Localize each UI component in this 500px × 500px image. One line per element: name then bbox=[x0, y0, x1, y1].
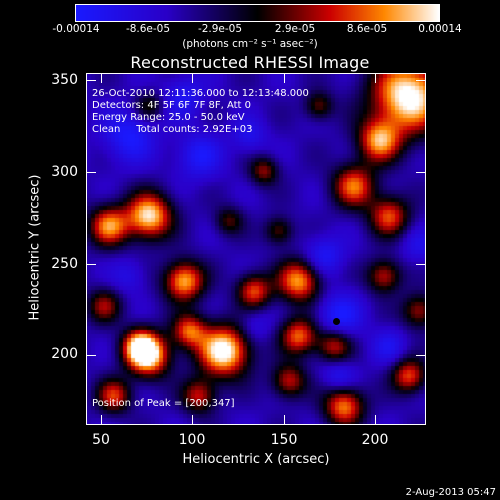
y-tick-label: 250 bbox=[51, 256, 78, 272]
y-axis-label: Heliocentric Y (arcsec) bbox=[27, 174, 43, 321]
color-bar bbox=[75, 4, 440, 22]
colorbar-tick-label: -8.6e-05 bbox=[125, 23, 171, 35]
y-tick bbox=[86, 80, 96, 81]
y-tick-label: 200 bbox=[51, 346, 78, 362]
colorbar-tick-label: 0.00014 bbox=[418, 23, 462, 35]
colorbar-tick-label: -0.00014 bbox=[52, 23, 100, 35]
peak-position-text: Position of Peak = [200,347] bbox=[92, 398, 235, 409]
y-tick bbox=[86, 264, 96, 265]
colorbar-units: (photons cm⁻² s⁻¹ asec⁻²) bbox=[182, 38, 318, 50]
y-tick bbox=[86, 172, 96, 173]
x-tick bbox=[101, 415, 102, 425]
colorbar-tick-label: 2.9e-05 bbox=[274, 23, 316, 35]
clean-counts-text: Clean Total counts: 2.92E+03 bbox=[92, 124, 253, 135]
colorbar-tick-label: -2.9e-05 bbox=[197, 23, 243, 35]
plot-title: Reconstructed RHESSI Image bbox=[130, 53, 370, 72]
x-tick-label: 100 bbox=[178, 432, 206, 448]
y-tick-label: 350 bbox=[51, 72, 78, 88]
x-tick-top bbox=[284, 73, 285, 83]
x-tick bbox=[375, 415, 376, 425]
x-tick-label: 200 bbox=[361, 432, 389, 448]
time-range-text: 26-Oct-2010 12:11:36.000 to 12:13:48.000 bbox=[92, 88, 309, 99]
y-tick-right bbox=[416, 355, 426, 356]
colorbar-tick-label: 8.6e-05 bbox=[346, 23, 388, 35]
x-axis-label: Heliocentric X (arcsec) bbox=[182, 452, 330, 467]
peak-marker-icon bbox=[333, 318, 340, 325]
date-stamp: 2-Aug-2013 05:47 bbox=[405, 487, 496, 498]
x-tick bbox=[284, 415, 285, 425]
y-tick-right bbox=[416, 172, 426, 173]
y-tick-label: 300 bbox=[51, 164, 78, 180]
x-tick-top bbox=[375, 73, 376, 83]
energy-range-text: Energy Range: 25.0 - 50.0 keV bbox=[92, 112, 245, 123]
x-tick-label: 50 bbox=[92, 432, 110, 448]
y-tick bbox=[86, 355, 96, 356]
detectors-text: Detectors: 4F 5F 6F 7F 8F, Att 0 bbox=[92, 100, 252, 111]
image-plot bbox=[86, 73, 426, 425]
x-tick-label: 150 bbox=[270, 432, 298, 448]
x-tick-top bbox=[192, 73, 193, 83]
y-tick-right bbox=[416, 264, 426, 265]
y-tick-right bbox=[416, 80, 426, 81]
rhessi-heatmap bbox=[87, 74, 425, 424]
x-tick bbox=[192, 415, 193, 425]
x-tick-top bbox=[101, 73, 102, 83]
